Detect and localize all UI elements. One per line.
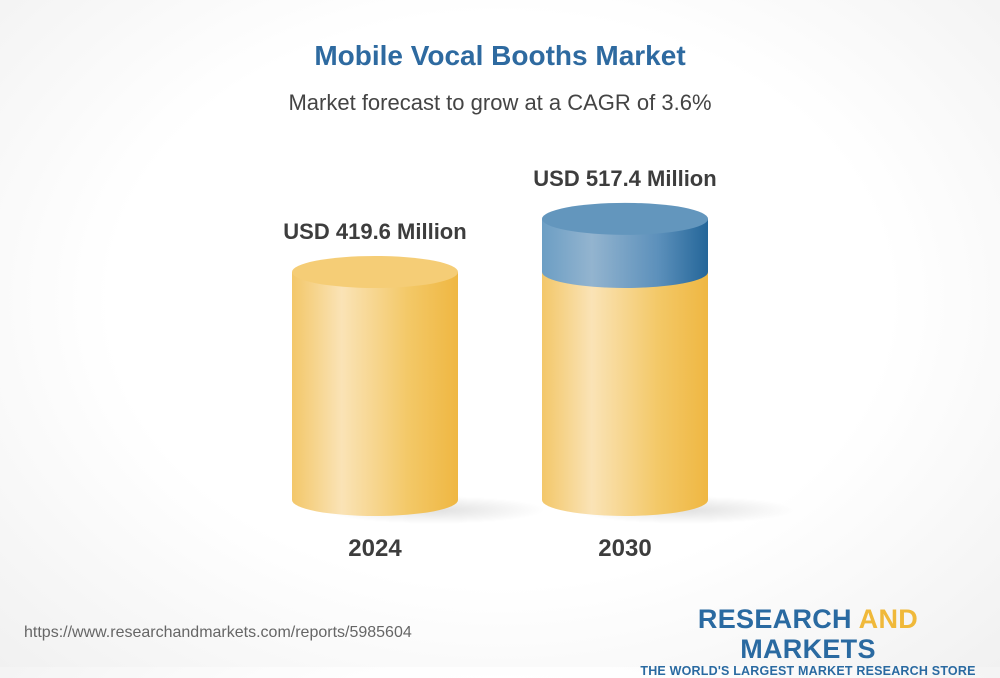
logo-word: RESEARCH <box>697 604 852 634</box>
cylinder-body-2024 <box>292 272 458 516</box>
cylinder-top <box>542 202 708 235</box>
cylinder-growth-segment <box>542 218 708 288</box>
logo-word: MARKETS <box>740 634 876 664</box>
chart-title: Mobile Vocal Booths Market <box>314 40 686 71</box>
category-label: 2024 <box>348 535 402 562</box>
category-label: 2030 <box>598 535 651 562</box>
cylinder-body-2030 <box>542 272 708 516</box>
logo-tagline: THE WORLD'S LARGEST MARKET RESEARCH STOR… <box>640 664 976 678</box>
cylinder-top <box>292 256 458 288</box>
data-label: USD 419.6 Million <box>283 219 466 244</box>
source-url[interactable]: https://www.researchandmarkets.com/repor… <box>24 624 412 641</box>
chart-subtitle: Market forecast to grow at a CAGR of 3.6… <box>288 90 712 115</box>
data-label: USD 517.4 Million <box>533 166 716 191</box>
logo-word: AND <box>858 604 919 634</box>
